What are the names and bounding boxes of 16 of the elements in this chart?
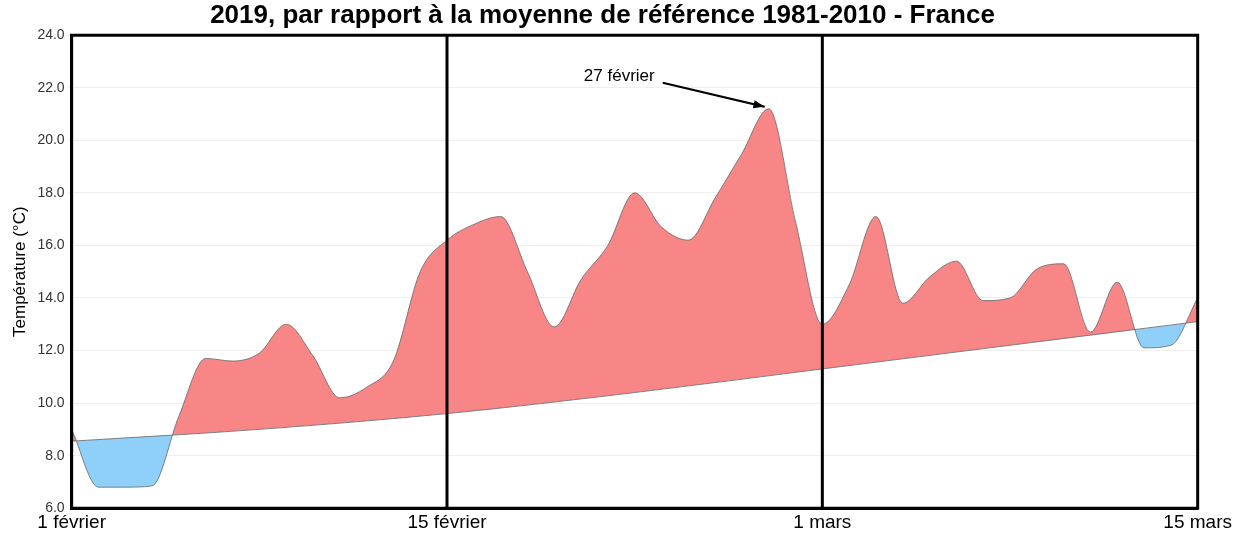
y-tick-label: 10.0 <box>37 393 65 410</box>
y-tick-label: 24.0 <box>37 26 65 43</box>
y-tick-label: 14.0 <box>37 288 65 305</box>
y-tick-label: 12.0 <box>37 341 65 358</box>
y-axis-title: Température (°C) <box>9 206 29 337</box>
chart-title: 2019, par rapport à la moyenne de référence 1981-2010 - France <box>210 0 995 29</box>
y-tick-label: 6.0 <box>45 499 65 516</box>
x-tick-label: 15 mars <box>1163 510 1232 532</box>
x-tick-label: 15 février <box>407 510 488 532</box>
y-tick-label: 16.0 <box>37 236 65 253</box>
annotation: 27 février <box>583 66 656 86</box>
y-tick-label: 20.0 <box>37 131 65 148</box>
x-tick-label: 1 mars <box>793 510 852 532</box>
y-tick-label: 18.0 <box>37 183 65 200</box>
y-tick-label: 22.0 <box>37 78 65 95</box>
y-tick-label: 8.0 <box>45 446 65 463</box>
